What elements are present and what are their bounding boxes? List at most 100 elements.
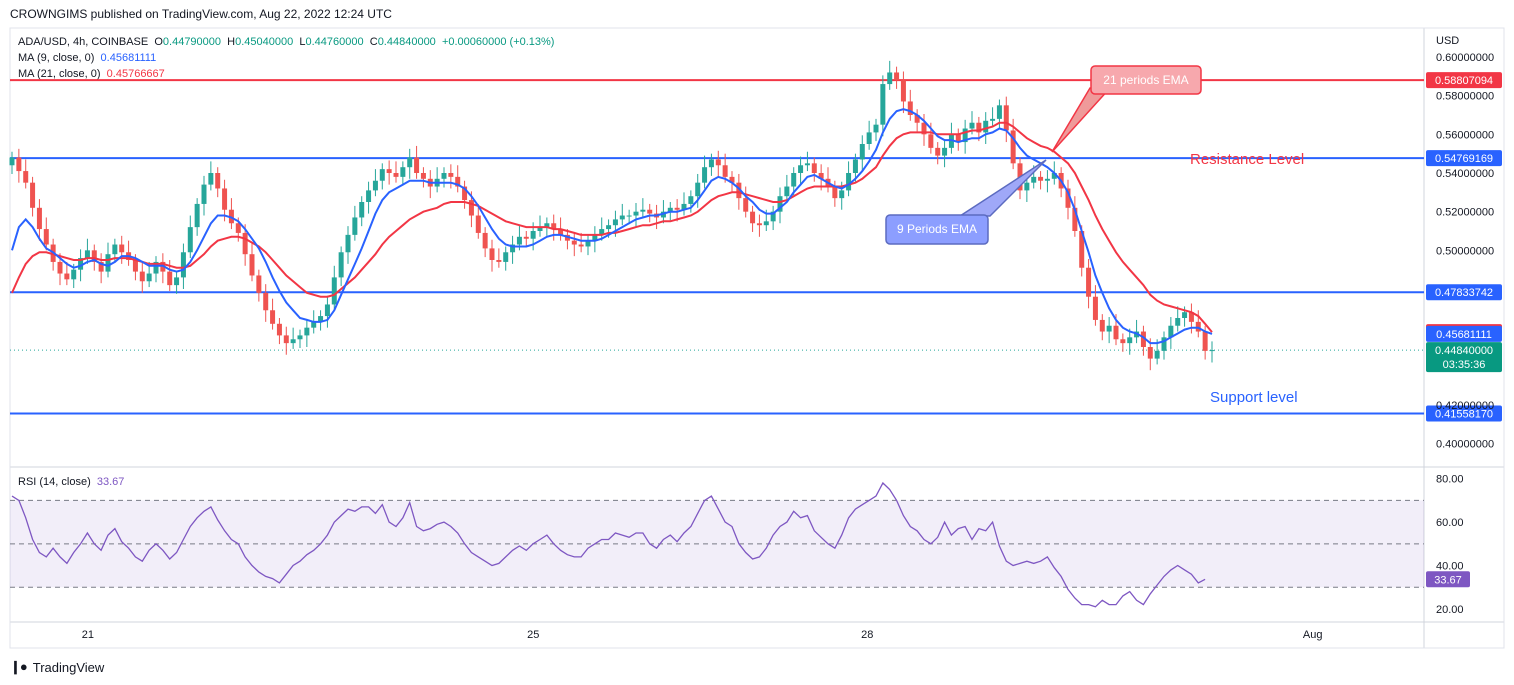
candle-body [708,159,714,168]
candle-body [674,207,680,210]
candle-body [1010,130,1016,164]
candle-body [722,165,728,177]
candle-body [832,186,838,199]
candle-body [873,124,879,133]
candle-body [1127,337,1133,344]
candle-body [1044,178,1050,181]
candle-body [942,147,948,156]
candle-body [372,180,378,191]
candle-body [482,232,488,249]
candle-body [1195,321,1201,332]
candle-body [660,211,666,218]
candle-body [990,118,996,121]
candle-body [222,188,228,210]
candle-body [1168,325,1174,338]
candle-body [558,229,564,235]
candle-body [1086,267,1092,297]
level-price-badge [1426,72,1502,89]
candle-body [695,182,701,197]
footer: ❙● TradingView [10,659,104,675]
candle-body [667,207,673,212]
candle-body [1140,331,1146,347]
candle-body [201,184,207,204]
candle-body [1175,318,1181,326]
candle-body [496,260,502,262]
candle-body [228,209,234,224]
rsi-label: RSI (14, close) [18,476,91,488]
rsi-value-badge [1426,571,1470,588]
candle-body [331,277,337,305]
x-tick-label: 25 [527,629,539,641]
ma9-value: 0.45681111 [100,52,157,64]
rsi-band-fill [10,500,1424,588]
candle-body [194,203,200,228]
candle-body [681,203,687,210]
price-badge-label: 0.44840000 [1435,345,1493,357]
candle-body [1051,173,1057,179]
rsi-tick-label: 80.00 [1436,474,1464,486]
level-price-label: 0.54769169 [1435,153,1493,165]
level-price-badge [1426,284,1502,301]
candle-body [777,196,783,212]
high-label: H [227,36,236,48]
candle-body [242,232,248,255]
candle-body [50,244,56,262]
support-level-label: Support level [1210,389,1298,406]
y-tick-label: 0.42000000 [1436,400,1494,412]
candle-body [551,223,557,230]
symbol-label[interactable]: ADA/USD, 4h, COINBASE [18,36,149,48]
candle-body [688,196,694,204]
candle-body [756,223,762,226]
candle-body [592,234,598,241]
candle-body [167,271,173,286]
candle-body [894,72,900,81]
candle-body [907,101,913,115]
ema9-line [11,108,1213,345]
y-tick-label: 0.50000000 [1436,245,1494,257]
rsi-legend[interactable]: RSI (14, close) 33.67 [18,476,124,488]
rsi-tick-label: 60.00 [1436,517,1464,529]
candle-body [859,144,865,160]
candle-body [78,258,84,270]
ema21-line [11,121,1213,333]
candle-body [996,105,1002,119]
candle-body [290,339,296,344]
candle-body [1092,296,1098,320]
close-value: 0.44840000 [377,36,436,48]
candle-body [318,316,324,322]
ma9-legend[interactable]: MA (9, close, 0) 0.45681111 [18,51,156,65]
candle-body [1072,207,1078,231]
candle-body [887,72,893,85]
candle-body [9,157,15,166]
ma21-legend[interactable]: MA (21, close, 0) 0.45766667 [18,67,165,81]
candle-body [955,134,961,143]
candle-body [503,252,509,262]
tradingview-logo-icon: ❙● [10,659,28,674]
price-badge-label: 0.45681111 [1436,329,1492,341]
x-tick-label: Aug [1303,629,1323,641]
candle-body [57,261,63,274]
candle-body [400,167,406,177]
ema21-callout-box [1090,65,1202,95]
candle-body [921,122,927,135]
candle-body [30,182,36,208]
candle-body [139,271,145,282]
candle-body [1134,331,1140,338]
candle-body [146,273,152,282]
published-header: CROWNGIMS published on TradingView.com, … [10,7,392,21]
candle-body [647,209,653,214]
price-badge [1426,324,1502,341]
candle-body [23,171,29,183]
y-tick-label: 0.40000000 [1436,439,1494,451]
y-tick-label: 0.52000000 [1436,207,1494,219]
candle-body [633,211,639,216]
ema21-callout-label: 21 periods EMA [1103,73,1188,87]
candle-body [1017,163,1023,191]
candle-body [16,157,22,172]
y-tick-label: 0.56000000 [1436,129,1494,141]
candle-body [215,173,221,189]
candle-body [606,225,612,230]
level-price-label: 0.58807094 [1435,75,1493,87]
